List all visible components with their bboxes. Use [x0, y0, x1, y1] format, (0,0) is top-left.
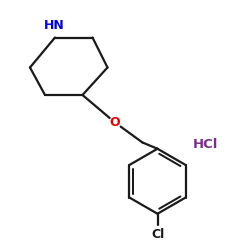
Text: HN: HN	[44, 19, 64, 32]
Text: O: O	[110, 116, 120, 129]
Text: HCl: HCl	[192, 138, 218, 151]
Text: Cl: Cl	[151, 228, 164, 240]
